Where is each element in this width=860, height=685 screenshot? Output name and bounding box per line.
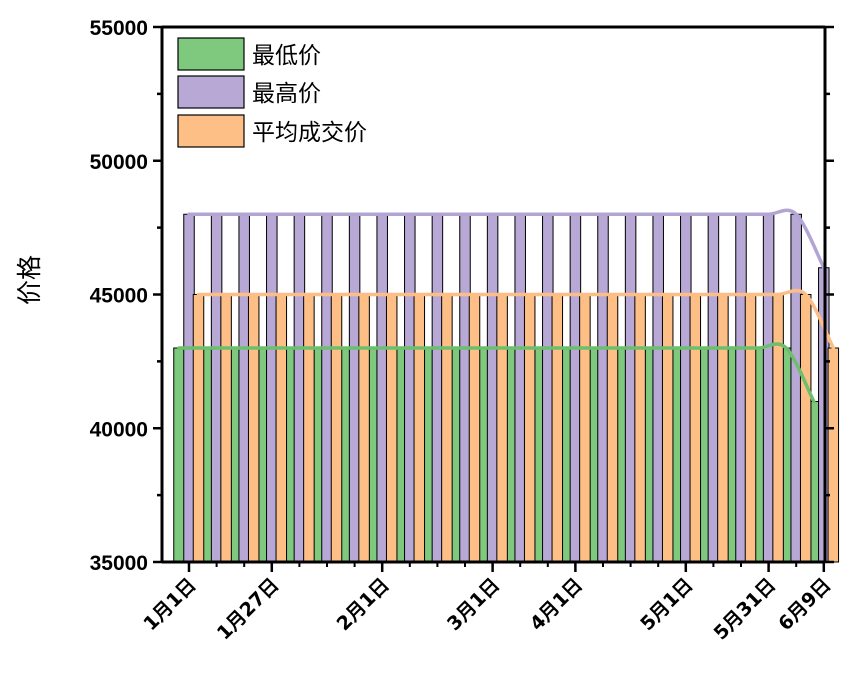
bar-avg <box>606 294 619 563</box>
bar-max <box>680 213 692 563</box>
bar-max <box>210 213 223 563</box>
bar-avg <box>772 294 784 563</box>
x-tick-label: 1月1日 <box>139 574 200 635</box>
bar-max <box>735 213 747 563</box>
legend-swatch-max <box>177 75 245 109</box>
bar-avg <box>247 294 260 563</box>
bar-avg <box>220 294 232 563</box>
bar-avg <box>358 294 370 563</box>
bar-max <box>266 213 278 563</box>
bar-max <box>597 213 609 563</box>
bar-max <box>707 213 720 563</box>
bar-avg <box>496 294 508 563</box>
bar-max <box>790 213 802 563</box>
trend-lines-layer <box>177 208 836 404</box>
bar-avg <box>192 294 205 563</box>
legend-label-avg: 平均成交价 <box>252 120 367 146</box>
x-tick-label: 3月1日 <box>443 574 504 635</box>
line-avg <box>196 288 836 350</box>
bar-max <box>542 213 554 563</box>
bars-layer <box>173 213 840 563</box>
x-tick-label: 6月9日 <box>774 574 835 635</box>
bar-max <box>348 213 361 563</box>
bar-max <box>624 213 637 563</box>
bar-avg <box>717 294 729 563</box>
bar-max <box>404 213 416 563</box>
line-min <box>177 342 816 404</box>
bar-max <box>293 213 306 563</box>
x-tick-label: 4月1日 <box>526 574 587 635</box>
bar-avg <box>523 294 536 563</box>
bar-avg <box>413 294 426 563</box>
bar-avg <box>799 294 812 563</box>
bar-max <box>459 213 471 563</box>
bar-max <box>652 213 664 563</box>
bar-min <box>173 347 185 563</box>
bar-avg <box>275 294 288 563</box>
x-tick-label: 5月31日 <box>710 574 780 644</box>
y-tick-label: 40000 <box>90 418 148 441</box>
bar-max <box>376 213 388 563</box>
bar-avg <box>827 347 840 563</box>
bar-max <box>431 213 444 563</box>
bar-avg <box>441 294 453 563</box>
bar-avg <box>303 294 315 563</box>
bar-avg <box>744 294 757 563</box>
legend-swatch-avg <box>177 114 245 148</box>
bar-avg <box>661 294 674 563</box>
bar-avg <box>689 294 702 563</box>
bar-avg <box>385 294 398 563</box>
x-tick-label: 1月27日 <box>213 574 283 644</box>
bar-avg <box>634 294 646 563</box>
line-max <box>187 208 826 270</box>
y-tick-label: 45000 <box>90 285 148 308</box>
y-tick-label: 50000 <box>90 151 148 174</box>
y-axis-title: 价格 <box>15 255 44 305</box>
bar-max <box>514 213 526 563</box>
x-tick-label: 5月1日 <box>636 574 697 635</box>
y-tick-label: 55000 <box>90 17 148 40</box>
bar-max <box>238 213 250 563</box>
bar-avg <box>579 294 591 563</box>
bar-avg <box>551 294 564 563</box>
x-tick-label: 2月1日 <box>333 574 394 635</box>
legend-label-min: 最低价 <box>252 43 321 69</box>
bar-max <box>321 213 333 563</box>
legend-swatch-min <box>177 37 245 71</box>
bar-max <box>486 213 499 563</box>
bar-avg <box>468 294 481 563</box>
legend-label-max: 最高价 <box>252 81 321 107</box>
y-tick-label: 35000 <box>90 552 148 575</box>
bar-avg <box>330 294 343 563</box>
bar-max <box>762 213 775 563</box>
bar-max <box>183 213 195 563</box>
bar-max <box>569 213 582 563</box>
